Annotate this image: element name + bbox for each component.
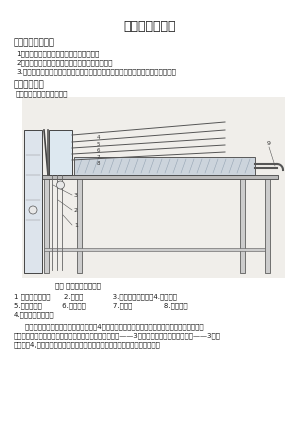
Bar (49, 130, 72, 175)
Text: 9: 9 (267, 141, 271, 146)
Text: 8: 8 (97, 161, 101, 166)
Text: 4: 4 (97, 135, 101, 140)
Text: 2: 2 (74, 208, 78, 213)
Text: 名管管道4,可将有色水断开与直控制装备，为防止白描环水污染，有色描标水: 名管管道4,可将有色水断开与直控制装备，为防止白描环水污染，有色描标水 (14, 341, 161, 348)
Text: 4.实验流量：调射阀: 4.实验流量：调射阀 (14, 311, 55, 318)
Bar (240, 179, 245, 273)
Text: 水实验的装置如图一所示。: 水实验的装置如图一所示。 (16, 90, 68, 97)
Text: 5: 5 (97, 142, 101, 147)
Text: 7: 7 (97, 155, 101, 160)
Text: 1: 1 (74, 223, 78, 228)
Text: 1 ．自循环供水筱      2.实验台             3.可控硅无级调速磁4.初压水筱: 1 ．自循环供水筱 2.实验台 3.可控硅无级调速磁4.初压水筱 (14, 293, 177, 300)
Text: 3.学习古典流体力学中出现无量纲参数进行实验研究的方法，从了解其实际意义。: 3.学习古典流体力学中出现无量纲参数进行实验研究的方法，从了解其实际意义。 (16, 68, 176, 75)
Bar (44, 179, 49, 273)
Text: 。本型红水筱此没有多潜稳水调板，可密稳水时间相配则——3分钟，有色水路有色水，水势——3红入: 。本型红水筱此没有多潜稳水调板，可密稳水时间相配则——3分钟，有色水路有色水，水… (14, 332, 221, 339)
Bar (77, 179, 82, 273)
Bar (44, 248, 265, 251)
Text: 5.有色水水管         6.稳水孔板            7.溢流板              8.实验管管: 5.有色水水管 6.稳水孔板 7.溢流板 8.实验管管 (14, 302, 187, 309)
Text: （四）雷诺实验: （四）雷诺实验 (124, 20, 176, 33)
Text: 3: 3 (74, 193, 78, 198)
Text: 6: 6 (97, 148, 101, 153)
Bar (74, 157, 255, 175)
Text: 二、实验装置: 二、实验装置 (14, 80, 45, 89)
Circle shape (29, 206, 37, 214)
Circle shape (56, 181, 64, 189)
Text: 供水流量由无级调速器调控比如压水筱4始终保持溢糟溢流的溢流，以提高进口前水体稳，允许: 供水流量由无级调速器调控比如压水筱4始终保持溢糟溢流的溢流，以提高进口前水体稳，… (16, 323, 204, 329)
Text: 图一 雷诺实验装置置图: 图一 雷诺实验装置置图 (55, 282, 101, 289)
Bar (24, 130, 42, 273)
Bar (265, 179, 270, 273)
Bar (22, 97, 285, 278)
Bar (40, 175, 278, 179)
Text: 1．观察层流、紊流的流态及其判断标准；: 1．观察层流、紊流的流态及其判断标准； (16, 50, 99, 57)
Text: 一、实验目的要求: 一、实验目的要求 (14, 38, 55, 47)
Text: 2．测定临界雷诺数，掌握圆管流态判别的方法；: 2．测定临界雷诺数，掌握圆管流态判别的方法； (16, 59, 113, 66)
